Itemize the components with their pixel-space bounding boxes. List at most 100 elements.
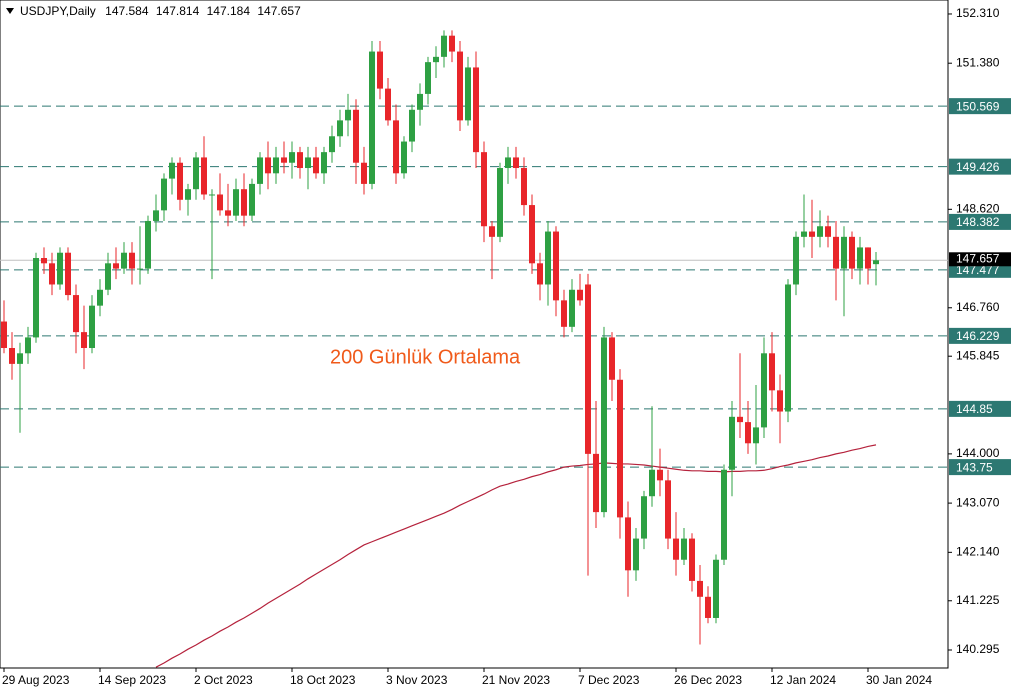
candle-body	[1, 321, 7, 349]
candle-body	[353, 109, 359, 163]
level-label: 149.426	[956, 160, 1000, 174]
candle-body	[361, 162, 367, 184]
candle-body	[425, 62, 431, 94]
candle-body	[737, 416, 743, 423]
x-tick-label: 21 Nov 2023	[482, 673, 550, 687]
header: USDJPY,Daily 147.584 147.814 147.184 147…	[20, 4, 301, 18]
level-label: 144.85	[956, 402, 993, 416]
candle-body	[713, 559, 719, 618]
candle-body	[265, 157, 271, 174]
candle-body	[593, 453, 599, 513]
candle-body	[185, 189, 191, 200]
candle-body	[521, 168, 527, 206]
candle-body	[793, 236, 799, 285]
candle-body	[417, 93, 423, 110]
candle-body	[489, 226, 495, 237]
candle-body	[681, 538, 687, 560]
candle-body	[97, 289, 103, 306]
level-label-box	[949, 98, 1011, 115]
candle-body	[657, 469, 663, 481]
candle-body	[49, 263, 55, 285]
candle-body	[17, 353, 23, 364]
y-tick-label: 144.000	[956, 446, 1000, 460]
y-tick-label: 141.225	[956, 593, 1000, 607]
candle-body	[281, 157, 287, 163]
menu-triangle	[6, 8, 14, 14]
candle-body	[625, 517, 631, 571]
candle-body	[161, 178, 167, 211]
candle-body	[113, 263, 119, 269]
level-label-box	[949, 327, 1011, 344]
moving-average	[155, 444, 877, 668]
candle-body	[841, 236, 847, 269]
candle-body	[553, 231, 559, 301]
candle-body	[225, 210, 231, 216]
level-label: 143.75	[956, 460, 993, 474]
candle-body	[249, 183, 255, 216]
candle-body	[601, 337, 607, 513]
candle-body	[537, 263, 543, 285]
candle-body	[481, 152, 487, 227]
candle-body	[89, 305, 95, 349]
candle-body	[305, 157, 311, 169]
candle-body	[273, 157, 279, 174]
candle-body	[313, 157, 319, 174]
x-tick-label: 30 Jan 2024	[866, 673, 932, 687]
candle-body	[833, 236, 839, 269]
candle-body	[393, 120, 399, 174]
candle-body	[329, 136, 335, 153]
candle-body	[697, 580, 703, 597]
ohlc-open: 147.584	[105, 4, 149, 18]
candle-body	[649, 469, 655, 497]
x-tick-label: 12 Jan 2024	[770, 673, 836, 687]
candle-body	[721, 469, 727, 560]
candle-body	[873, 260, 879, 265]
candle-body	[497, 168, 503, 237]
candle-body	[545, 231, 551, 285]
candle-body	[409, 109, 415, 142]
candle-body	[801, 231, 807, 237]
candle-body	[345, 109, 351, 121]
candle-body	[857, 247, 863, 269]
candle-body	[33, 258, 39, 338]
candle-body	[561, 300, 567, 327]
candle-body	[369, 51, 375, 184]
candle-body	[25, 337, 31, 354]
candle-body	[817, 226, 823, 237]
level-label-box	[949, 158, 1011, 175]
candle-body	[169, 162, 175, 179]
y-tick-label: 145.845	[956, 348, 1000, 362]
candle-body	[241, 189, 247, 216]
candle-body	[57, 252, 63, 285]
x-tick-label: 18 Oct 2023	[290, 673, 356, 687]
candle-body	[529, 205, 535, 264]
y-tick-label: 140.295	[956, 642, 1000, 656]
candle-body	[609, 337, 615, 380]
x-tick-label: 7 Dec 2023	[578, 673, 640, 687]
x-tick-label: 2 Oct 2023	[194, 673, 253, 687]
candle-body	[665, 480, 671, 539]
candle-body	[449, 35, 455, 52]
candle-body	[457, 51, 463, 121]
candle-body	[65, 252, 71, 296]
candle-body	[569, 289, 575, 327]
y-tick-label: 152.310	[956, 6, 1000, 20]
candle-body	[209, 194, 215, 196]
candle-body	[577, 289, 583, 301]
candle-body	[473, 67, 479, 153]
candle-body	[641, 496, 647, 539]
candle-body	[385, 88, 391, 121]
candle-body	[81, 332, 87, 349]
candle-body	[433, 56, 439, 63]
symbol: USDJPY,Daily	[20, 4, 96, 18]
candle-body	[753, 427, 759, 444]
x-tick-label: 3 Nov 2023	[386, 673, 448, 687]
x-tick-label: 26 Dec 2023	[674, 673, 742, 687]
candle-body	[505, 157, 511, 169]
candle-body	[137, 268, 143, 270]
level-label-box	[949, 459, 1011, 476]
candle-body	[297, 152, 303, 169]
candle-body	[401, 141, 407, 174]
level-label: 150.569	[956, 99, 1000, 113]
candle-body	[289, 152, 295, 163]
